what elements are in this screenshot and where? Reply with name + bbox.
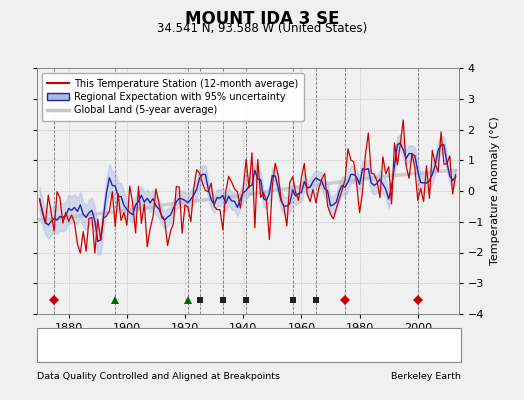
Text: Data Quality Controlled and Aligned at Breakpoints: Data Quality Controlled and Aligned at B…	[37, 372, 280, 381]
Legend: This Temperature Station (12-month average), Regional Expectation with 95% uncer: This Temperature Station (12-month avera…	[41, 73, 304, 121]
Y-axis label: Temperature Anomaly (°C): Temperature Anomaly (°C)	[489, 117, 499, 265]
Text: 34.541 N, 93.588 W (United States): 34.541 N, 93.588 W (United States)	[157, 22, 367, 35]
Text: Empirical Break: Empirical Break	[372, 341, 446, 350]
Text: Berkeley Earth: Berkeley Earth	[391, 372, 461, 381]
Text: MOUNT IDA 3 SE: MOUNT IDA 3 SE	[185, 10, 339, 28]
Text: Time of Obs. Change: Time of Obs. Change	[261, 341, 361, 350]
Text: Station Move: Station Move	[62, 341, 125, 350]
Text: Record Gap: Record Gap	[157, 341, 212, 350]
